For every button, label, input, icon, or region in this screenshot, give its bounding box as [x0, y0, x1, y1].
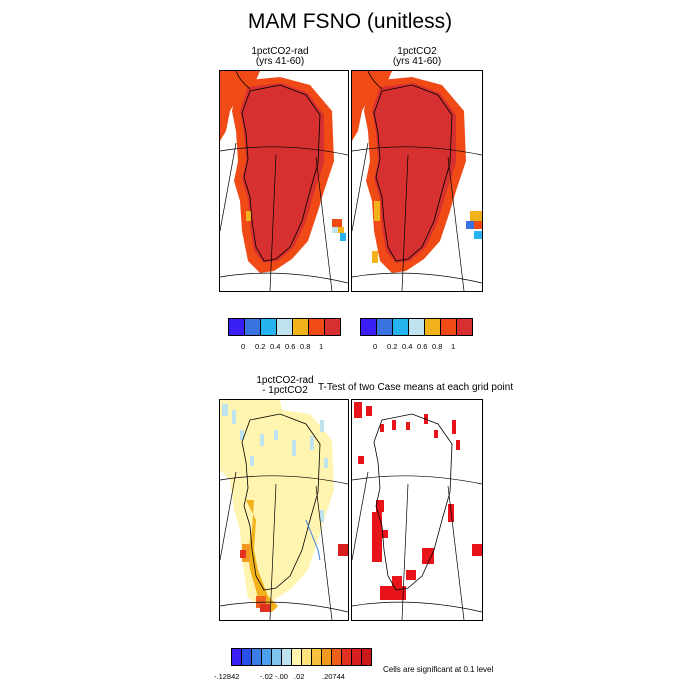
colorbar-swatch: [361, 648, 372, 666]
colorbar-tick-label: 0: [373, 342, 378, 351]
colorbar-swatch: [360, 318, 377, 336]
colorbar-swatch: [228, 318, 245, 336]
colorbar-swatch: [392, 318, 409, 336]
colorbar-tick-label: 0.4: [402, 342, 413, 351]
colorbar-swatch: [292, 318, 309, 336]
colorbar-tick-label: 0.6: [417, 342, 428, 351]
panel-title-line1: 1pctCO2-rad: [251, 46, 309, 57]
colorbar-tick-label: 0: [241, 342, 246, 351]
map-panel-top-right: [351, 70, 483, 292]
significance-note: Cells are significant at 0.1 level: [383, 665, 494, 674]
colorbar-swatch: [408, 318, 425, 336]
panel-title-top-right: 1pctCO2 (yrs 41-60): [352, 47, 482, 67]
colorbar-tick-label: .02: [294, 672, 305, 681]
map-panel-top-left: [219, 70, 349, 292]
figure-title: MAM FSNO (unitless): [247, 10, 453, 33]
colorbar-top-left: [228, 318, 341, 336]
colorbar-tick-label: .20744: [322, 672, 345, 681]
greenland-snow-map: [352, 71, 482, 291]
colorbar-swatch: [276, 318, 293, 336]
colorbar-tick-label: 1: [319, 342, 324, 351]
panel-title-line2: - 1pctCO2: [262, 385, 308, 396]
colorbar-tick-label: 0.8: [432, 342, 443, 351]
colorbar-swatch: [308, 318, 325, 336]
colorbar-bottom: [231, 648, 372, 666]
colorbar-top-right: [360, 318, 473, 336]
map-panel-bottom-right: [351, 399, 483, 621]
panel-title-line2: (yrs 41-60): [392, 56, 442, 67]
colorbar-tick-label: 1: [451, 342, 456, 351]
significance-map: [352, 402, 482, 620]
colorbar-swatch: [424, 318, 441, 336]
colorbar-tick-label: 0.8: [300, 342, 311, 351]
colorbar-top-right-ticks: 0 0.2 0.4 0.6 0.8 1: [361, 342, 481, 354]
colorbar-tick-label: 0.2: [387, 342, 398, 351]
colorbar-swatch: [376, 318, 393, 336]
colorbar-bottom-ticks: -.12842 -.02 -.00 .02 .20744: [214, 672, 345, 684]
colorbar-tick-label: 0.2: [255, 342, 266, 351]
panel-title-bottom-right: T-Test of two Case means at each grid po…: [318, 382, 514, 393]
colorbar-swatch: [324, 318, 341, 336]
panel-title-top-left: 1pctCO2-rad (yrs 41-60): [220, 47, 340, 67]
greenland-difference-map: [220, 400, 348, 620]
colorbar-tick-label: -.12842: [214, 672, 240, 681]
colorbar-swatch: [440, 318, 457, 336]
colorbar-tick-label: 0.4: [270, 342, 281, 351]
colorbar-tick-label: 0.6: [285, 342, 296, 351]
colorbar-tick-label: -.00: [275, 672, 288, 681]
colorbar-swatch: [244, 318, 261, 336]
greenland-snow-map: [220, 71, 348, 291]
panel-title-line2: (yrs 41-60): [255, 56, 305, 67]
colorbar-tick-label: -.02: [260, 672, 273, 681]
panel-title-line1: 1pctCO2-rad: [256, 375, 314, 386]
colorbar-top-left-ticks: 0 0.2 0.4 0.6 0.8 1: [229, 342, 349, 354]
map-panel-bottom-left: [219, 399, 349, 621]
panel-title-line1: 1pctCO2: [397, 46, 437, 57]
panel-title-bottom-left: 1pctCO2-rad - 1pctCO2: [240, 376, 330, 396]
colorbar-swatch: [260, 318, 277, 336]
colorbar-swatch: [456, 318, 473, 336]
